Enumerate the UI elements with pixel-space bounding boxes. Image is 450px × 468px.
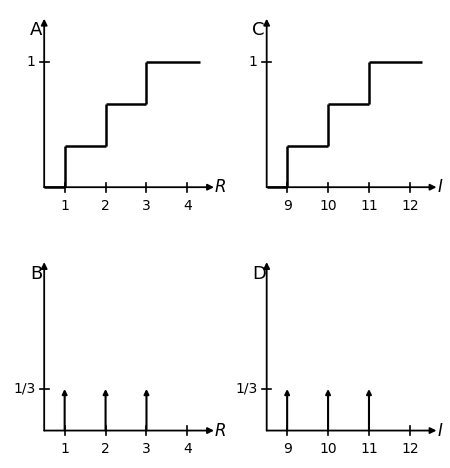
Text: I: I <box>437 178 442 196</box>
Text: 1: 1 <box>60 442 69 456</box>
Text: 11: 11 <box>360 199 378 213</box>
Text: 10: 10 <box>319 442 337 456</box>
Text: 9: 9 <box>283 199 292 213</box>
Text: R: R <box>215 178 226 196</box>
Text: 2: 2 <box>101 442 110 456</box>
Text: 1: 1 <box>27 55 35 69</box>
Text: 11: 11 <box>360 442 378 456</box>
Text: 10: 10 <box>319 199 337 213</box>
Text: 4: 4 <box>183 199 192 213</box>
Text: 1: 1 <box>60 199 69 213</box>
Text: R: R <box>215 422 226 439</box>
Text: 1: 1 <box>249 55 258 69</box>
Text: 3: 3 <box>142 442 151 456</box>
Text: A: A <box>30 21 42 39</box>
Text: 9: 9 <box>283 442 292 456</box>
Text: I: I <box>437 422 442 439</box>
Text: 2: 2 <box>101 199 110 213</box>
Text: 12: 12 <box>401 442 418 456</box>
Text: 3: 3 <box>142 199 151 213</box>
Text: C: C <box>252 21 265 39</box>
Text: 1/3: 1/3 <box>235 382 258 396</box>
Text: B: B <box>30 264 42 283</box>
Text: D: D <box>252 264 266 283</box>
Text: 1/3: 1/3 <box>13 382 35 396</box>
Text: 4: 4 <box>183 442 192 456</box>
Text: 12: 12 <box>401 199 418 213</box>
